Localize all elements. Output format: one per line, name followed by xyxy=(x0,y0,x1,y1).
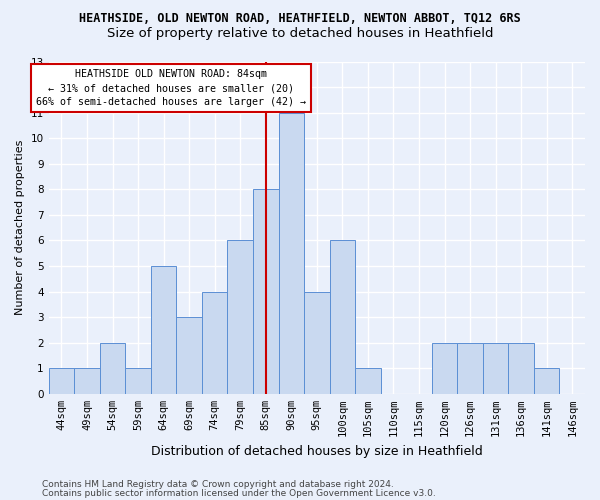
Bar xyxy=(49,368,74,394)
Bar xyxy=(278,112,304,394)
Text: Contains public sector information licensed under the Open Government Licence v3: Contains public sector information licen… xyxy=(42,488,436,498)
Bar xyxy=(74,368,100,394)
Bar xyxy=(457,342,483,394)
Bar xyxy=(125,368,151,394)
X-axis label: Distribution of detached houses by size in Heathfield: Distribution of detached houses by size … xyxy=(151,444,483,458)
Bar xyxy=(253,190,278,394)
Bar xyxy=(304,292,329,394)
Bar xyxy=(534,368,559,394)
Bar xyxy=(100,342,125,394)
Bar xyxy=(202,292,227,394)
Bar xyxy=(355,368,380,394)
Bar xyxy=(176,317,202,394)
Y-axis label: Number of detached properties: Number of detached properties xyxy=(15,140,25,316)
Bar xyxy=(329,240,355,394)
Text: Size of property relative to detached houses in Heathfield: Size of property relative to detached ho… xyxy=(107,28,493,40)
Bar xyxy=(227,240,253,394)
Text: HEATHSIDE OLD NEWTON ROAD: 84sqm
← 31% of detached houses are smaller (20)
66% o: HEATHSIDE OLD NEWTON ROAD: 84sqm ← 31% o… xyxy=(36,69,306,107)
Text: Contains HM Land Registry data © Crown copyright and database right 2024.: Contains HM Land Registry data © Crown c… xyxy=(42,480,394,489)
Bar xyxy=(432,342,457,394)
Bar xyxy=(508,342,534,394)
Text: HEATHSIDE, OLD NEWTON ROAD, HEATHFIELD, NEWTON ABBOT, TQ12 6RS: HEATHSIDE, OLD NEWTON ROAD, HEATHFIELD, … xyxy=(79,12,521,26)
Bar xyxy=(483,342,508,394)
Bar xyxy=(151,266,176,394)
